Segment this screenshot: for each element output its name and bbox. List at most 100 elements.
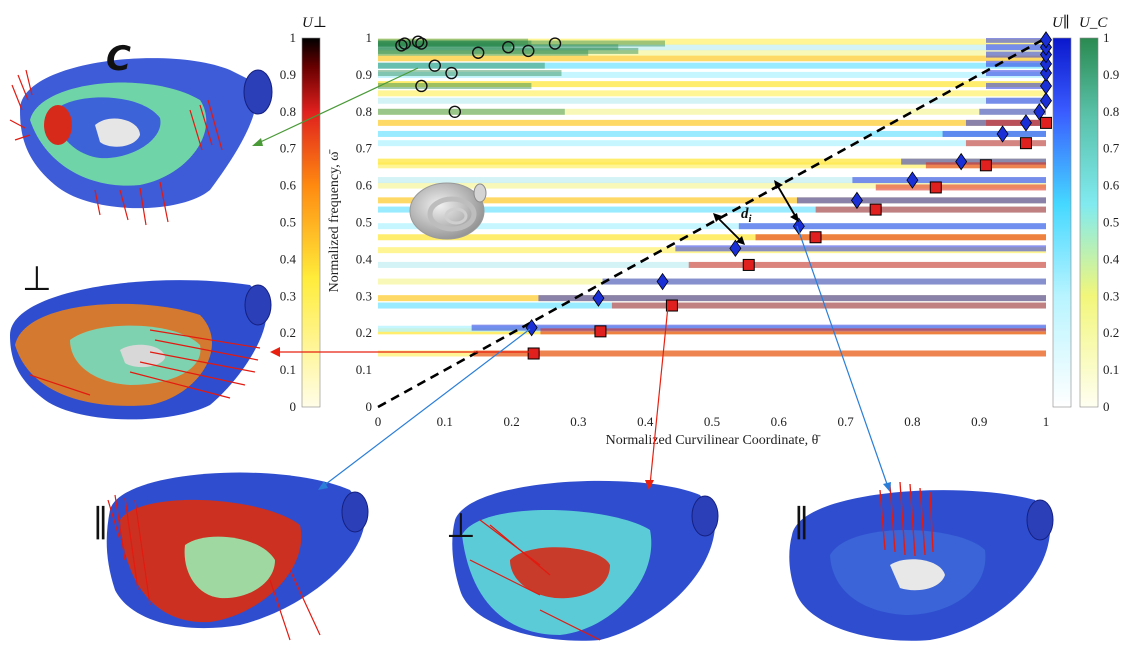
peak-streak: [986, 119, 1046, 126]
x-tick-label: 0.9: [971, 414, 987, 429]
square-marker: [527, 347, 540, 360]
diamond-marker: [525, 318, 538, 337]
spectrum-band: [378, 44, 1046, 51]
colorbar-uc-ticks: 0 0.1 0.2 0.3 0.4 0.5 0.6 0.7 0.8 0.9 1: [1103, 30, 1120, 414]
x-tick-label: 1: [1043, 414, 1050, 429]
spectrum-band: [378, 140, 1046, 147]
colorbar-upar-gradient: [1052, 37, 1072, 408]
plot-area: 0 0.1 0.2 0.3 0.4 0.5 0.6 0.7 0.8 0.9 1 0 0.1 0.2 0.3…: [327, 30, 1052, 448]
colorbar-uc-tick: 0.7: [1103, 141, 1120, 156]
circle-marker: [415, 37, 428, 50]
peak-streak: [852, 177, 1046, 184]
colorbar-uc-label: U_C: [1079, 15, 1108, 31]
peak-streak: [378, 44, 619, 51]
peak-streak: [901, 158, 1046, 165]
spectrum-band: [378, 119, 1046, 126]
colorbar-uperp-tick: 0.5: [280, 215, 296, 230]
di-arrow-2: [775, 182, 798, 220]
colorbar-uperp-tick: 0: [290, 399, 297, 414]
diamond-marker: [1040, 77, 1052, 95]
colorbar-uperp-tick: 0.9: [280, 67, 296, 82]
shell-thumbnail: [409, 182, 487, 240]
mode-label-par-2: ∥: [793, 501, 810, 541]
colorbar-uc-tick: 0.1: [1103, 362, 1119, 377]
peak-streak: [378, 82, 532, 89]
peak-streak: [796, 197, 1046, 204]
square-marker: [742, 258, 755, 271]
peak-streak: [378, 70, 562, 77]
diamond-marker: [729, 239, 742, 258]
peak-streak: [378, 47, 639, 54]
colorbar-uc-tick: 0.2: [1103, 325, 1119, 340]
colorbar-uc-tick: 0.8: [1103, 104, 1119, 119]
y-tick-label: 0.5: [356, 215, 372, 230]
peak-streak: [688, 261, 1046, 268]
peak-streak: [986, 82, 1046, 89]
colorbar-uperp-tick: 0.2: [280, 325, 296, 340]
colorbar-uperp-tick: 0.3: [280, 288, 296, 303]
x-ticks: 0 0.1 0.2 0.3 0.4 0.5 0.6 0.7 0.8 0.9 1: [375, 414, 1050, 429]
peak-streak: [986, 60, 1046, 67]
di-arrow-1: [714, 214, 744, 244]
circle-marker: [415, 79, 428, 93]
diamond-marker: [1040, 64, 1052, 82]
connector-par-1: [321, 328, 531, 488]
shell-render-perp-2: ⊥: [446, 480, 719, 641]
square-marker: [979, 159, 992, 172]
peak-streak: [602, 278, 1046, 285]
x-tick-label: 0.5: [704, 414, 720, 429]
diamond-marker: [996, 125, 1009, 143]
colorbar-uperp-label: U⊥: [302, 15, 327, 31]
peak-streak: [378, 40, 532, 47]
diamond-marker: [955, 152, 968, 171]
di-arrowhead-2b: [790, 213, 799, 222]
mode-label-perp-2: ⊥: [446, 506, 476, 546]
y-ticks: 0 0.1 0.2 0.3 0.4 0.5 0.6 0.7 0.8 0.9 1: [356, 30, 373, 414]
shell-render-par-2: ∥: [789, 481, 1054, 641]
colorbar-upar-label: U∥: [1052, 14, 1070, 31]
y-tick-label: 0.3: [356, 288, 372, 303]
spectrum-band: [378, 158, 1046, 165]
y-axis-label: Normalized frequency, ω̄: [327, 149, 342, 293]
peak-streak: [378, 38, 529, 45]
y-tick-label: 0.2: [356, 325, 372, 340]
circle-marker: [502, 41, 515, 54]
peak-streak: [815, 206, 1046, 213]
colorbar-uperp-tick: 1: [290, 30, 297, 45]
colorbar-uperp-tick: 0.1: [280, 362, 296, 377]
square-marker: [869, 203, 882, 216]
mode-label-perp-1: ⊥: [22, 259, 52, 299]
square-marker: [929, 181, 942, 194]
circle-marker: [472, 46, 485, 59]
spectrum-band: [378, 90, 1046, 97]
diamond-marker: [792, 217, 805, 235]
colorbar-uperp-gradient: [301, 37, 321, 408]
connector-arrows: [252, 67, 891, 492]
y-tick-label: 0.4: [356, 251, 373, 266]
diamond-marker: [1033, 103, 1046, 121]
diamond-marker: [850, 191, 863, 210]
peak-streak: [675, 245, 1046, 252]
x-tick-label: 0.4: [637, 414, 654, 429]
spectrum-band: [378, 197, 1046, 204]
square-marker: [809, 231, 822, 244]
colorbar-uc-tick: 0.9: [1103, 67, 1119, 82]
diamond-marker: [656, 272, 669, 291]
diamond-marker: [1019, 114, 1032, 132]
di-arrowhead-2a: [774, 180, 783, 189]
colorbar-uperp-tick: 0.4: [280, 251, 297, 266]
circle-marker: [445, 66, 458, 80]
peak-streak: [378, 108, 565, 115]
peak-streak: [378, 62, 545, 69]
circle-marker: [548, 37, 562, 50]
diamond-marker: [906, 171, 919, 189]
y-tick-label: 0.7: [356, 141, 373, 156]
peak-markers: [395, 31, 1052, 360]
di-label: di: [741, 206, 753, 225]
peak-streak: [738, 223, 1046, 230]
peak-streak: [611, 302, 1046, 309]
colorbar-upar: U∥: [1052, 14, 1072, 408]
colorbar-uc-tick: 0.3: [1103, 288, 1119, 303]
diagonal-line: [377, 36, 1047, 409]
